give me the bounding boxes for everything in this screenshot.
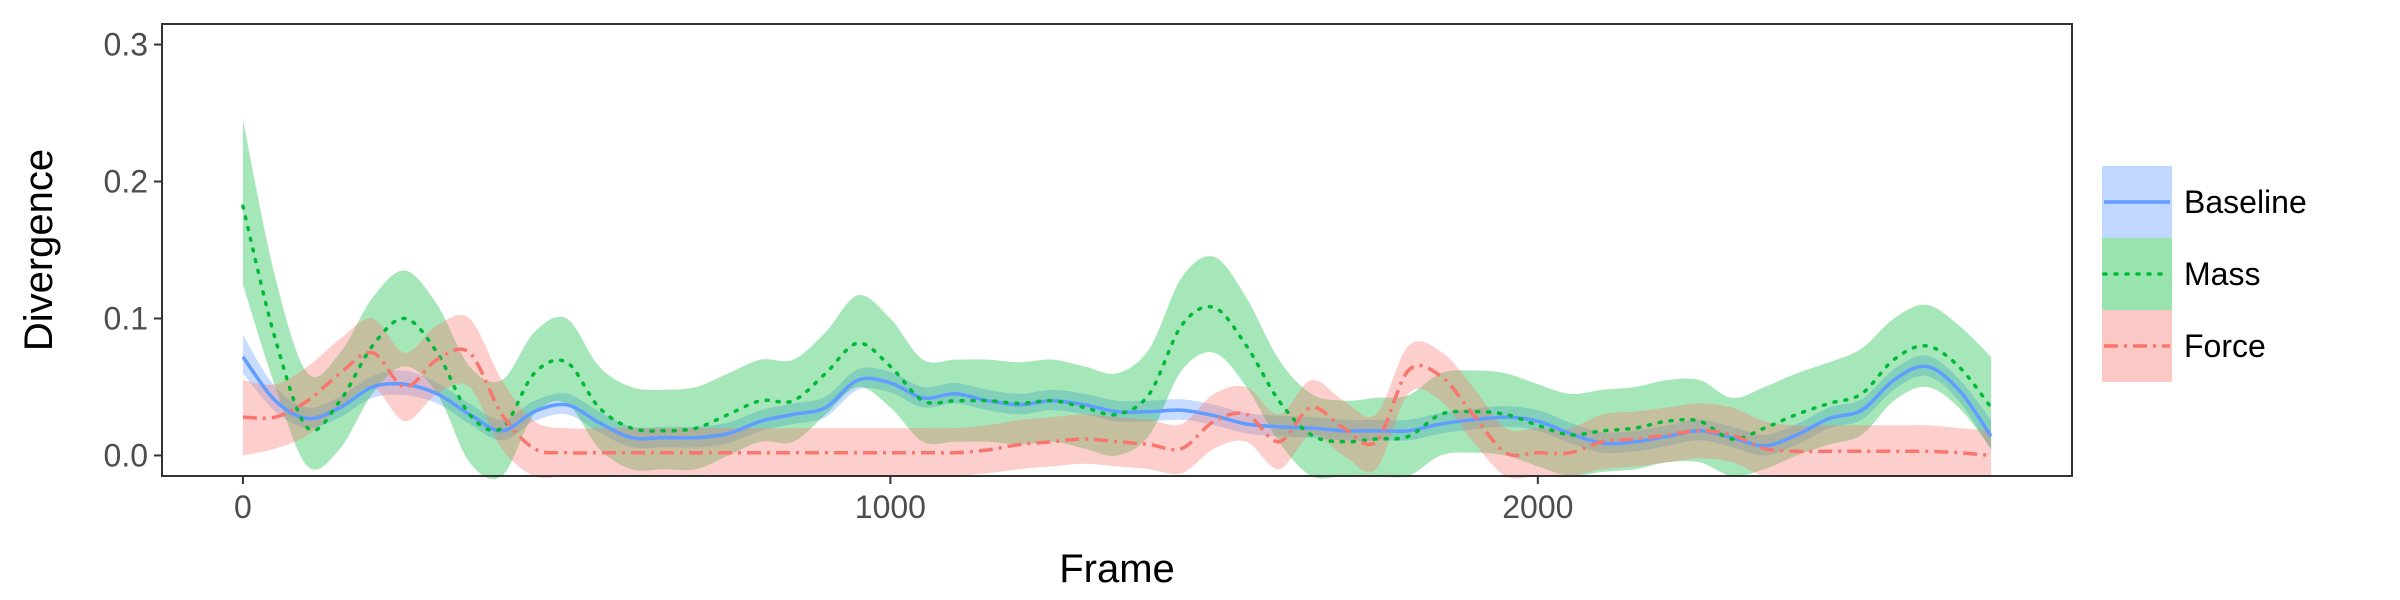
plot-panel-border	[161, 23, 2073, 477]
x-tick-label: 2000	[1502, 489, 1573, 525]
legend-item-mass: Mass	[2102, 238, 2260, 310]
x-tick-label: 0	[234, 489, 252, 525]
y-axis: 0.0 0.1 0.2 0.3	[104, 27, 162, 473]
legend-label-force: Force	[2184, 328, 2266, 364]
y-tick-label: 0.1	[104, 300, 148, 336]
confidence-bands	[242, 119, 1992, 480]
y-axis-title: Divergence	[17, 149, 61, 351]
mass-series-line	[241, 204, 1993, 444]
series-lines	[241, 204, 1993, 458]
y-tick-label: 0.2	[104, 164, 148, 200]
y-tick-label: 0.3	[104, 27, 148, 63]
legend-label-baseline: Baseline	[2184, 184, 2307, 220]
legend-label-mass: Mass	[2184, 256, 2260, 292]
x-axis-title: Frame	[1059, 547, 1175, 591]
legend: Baseline Mass Force	[2102, 166, 2307, 382]
mass-confidence-band	[242, 119, 1992, 480]
force-series-line	[242, 347, 1992, 458]
legend-item-force: Force	[2102, 310, 2266, 382]
y-tick-label: 0.0	[104, 437, 148, 473]
legend-item-baseline: Baseline	[2102, 166, 2307, 238]
x-axis: 0 1000 2000	[234, 476, 1573, 525]
x-tick-label: 1000	[855, 489, 926, 525]
